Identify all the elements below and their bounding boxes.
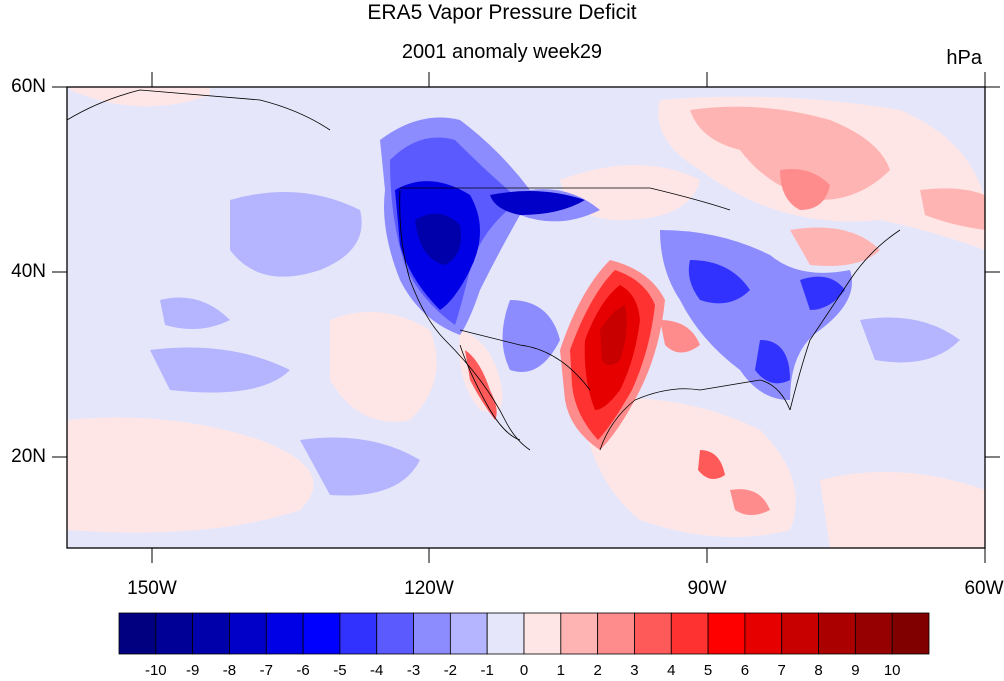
colorbar-tick-label: 10	[883, 662, 901, 679]
colorbar-tick-label: 5	[703, 662, 713, 679]
positive-anomaly-patch	[465, 350, 497, 420]
colorbar-swatch	[192, 612, 230, 655]
colorbar-swatch	[891, 612, 930, 655]
negative-anomaly-patch	[300, 437, 420, 496]
colorbar-swatch	[854, 612, 893, 655]
negative-anomaly-patch	[800, 276, 845, 310]
lon-label-150w: 150W	[127, 578, 177, 599]
plot-frame	[66, 86, 986, 549]
positive-anomaly-patch	[820, 472, 985, 548]
colorbar-swatch	[523, 612, 562, 655]
colorbar-tick-label: 9	[851, 662, 860, 679]
contour-field	[67, 87, 985, 548]
colorbar-tick-label: 6	[740, 662, 750, 679]
lat-label-40n: 40N	[11, 261, 46, 282]
map-title: ERA5 Vapor Pressure Deficit	[367, 1, 637, 24]
colorbar	[118, 612, 930, 655]
negative-anomaly-patch	[755, 340, 790, 384]
units-label: hPa	[946, 47, 982, 69]
colorbar-tick-label: 2	[593, 662, 602, 679]
negative-anomaly-patch	[490, 191, 585, 215]
colorbar-swatch	[486, 612, 525, 655]
colorbar-tick-label: -1	[480, 662, 494, 679]
positive-anomaly-patch	[730, 489, 770, 515]
negative-anomaly-patch	[230, 192, 362, 277]
colorbar-tick-label: -8	[222, 662, 237, 679]
negative-anomaly-patch	[415, 213, 461, 265]
map-subtitle: 2001 anomaly week29	[401, 41, 603, 63]
colorbar-swatch	[155, 612, 194, 655]
coastlines	[67, 89, 901, 451]
colorbar-swatch	[302, 612, 341, 655]
colorbar-tick-label: 0	[519, 662, 529, 679]
positive-anomaly-patch	[660, 320, 700, 353]
canada-border	[400, 187, 731, 211]
lon-label-90w: 90W	[687, 578, 727, 599]
colorbar-tick-label: 8	[814, 662, 823, 679]
colorbar-swatch	[670, 612, 709, 655]
colorbar-swatch	[339, 612, 378, 655]
positive-anomaly-patch	[698, 450, 725, 479]
colorbar-swatch	[707, 612, 746, 655]
colorbar-tick-label: -10	[144, 662, 167, 679]
gulf-coast	[599, 379, 791, 451]
positive-anomaly-patch	[780, 169, 830, 210]
colorbar-swatch	[634, 612, 672, 655]
negative-anomaly-patch	[160, 297, 230, 329]
east-coast	[789, 229, 901, 411]
colorbar-tick-label: -2	[443, 662, 458, 679]
colorbar-swatch	[449, 612, 488, 655]
colorbar-swatch	[229, 612, 267, 655]
colorbar-swatch	[413, 612, 451, 655]
colorbar-tick-label: -4	[370, 662, 384, 679]
positive-anomaly-patch	[600, 305, 627, 365]
colorbar-swatch	[597, 612, 635, 655]
colorbar-swatch	[265, 612, 304, 655]
negative-anomaly-patch	[860, 317, 960, 363]
colorbar-tick-label: -5	[333, 662, 347, 679]
lon-label-120w: 120W	[404, 578, 454, 599]
positive-anomaly-patch	[920, 188, 985, 230]
colorbar-tick-label: 1	[556, 662, 565, 679]
west-coast	[399, 189, 531, 451]
colorbar-tick-label: 3	[630, 662, 639, 679]
negative-anomaly-patch	[150, 347, 290, 393]
axis-ticks	[52, 72, 1000, 563]
positive-anomaly-patch	[67, 417, 314, 533]
mexico-coast	[459, 344, 521, 441]
colorbar-swatch	[560, 612, 599, 655]
colorbar-swatch	[781, 612, 819, 655]
colorbar-swatch	[744, 612, 783, 655]
colorbar-tick-label: -6	[296, 662, 310, 679]
positive-anomaly-patch	[790, 227, 880, 266]
positive-anomaly-patch	[690, 106, 890, 200]
mexico-border	[459, 329, 591, 391]
alaska-coast	[67, 89, 331, 131]
lat-label-60n: 60N	[11, 76, 46, 97]
negative-anomaly-patch	[688, 260, 750, 304]
colorbar-tick-label: 7	[777, 662, 786, 679]
colorbar-tick-label: -9	[185, 662, 200, 679]
colorbar-tick-label: 4	[667, 662, 676, 679]
colorbar-swatch	[818, 612, 856, 655]
colorbar-tick-label: -7	[259, 662, 273, 679]
colorbar-swatch	[376, 612, 414, 655]
lat-label-20n: 20N	[11, 446, 46, 467]
negative-anomaly-patch	[502, 300, 560, 372]
positive-anomaly-patch	[330, 312, 437, 422]
lon-label-60w: 60W	[964, 578, 1004, 599]
colorbar-tick-label: -3	[406, 662, 421, 679]
colorbar-swatch	[118, 612, 157, 655]
